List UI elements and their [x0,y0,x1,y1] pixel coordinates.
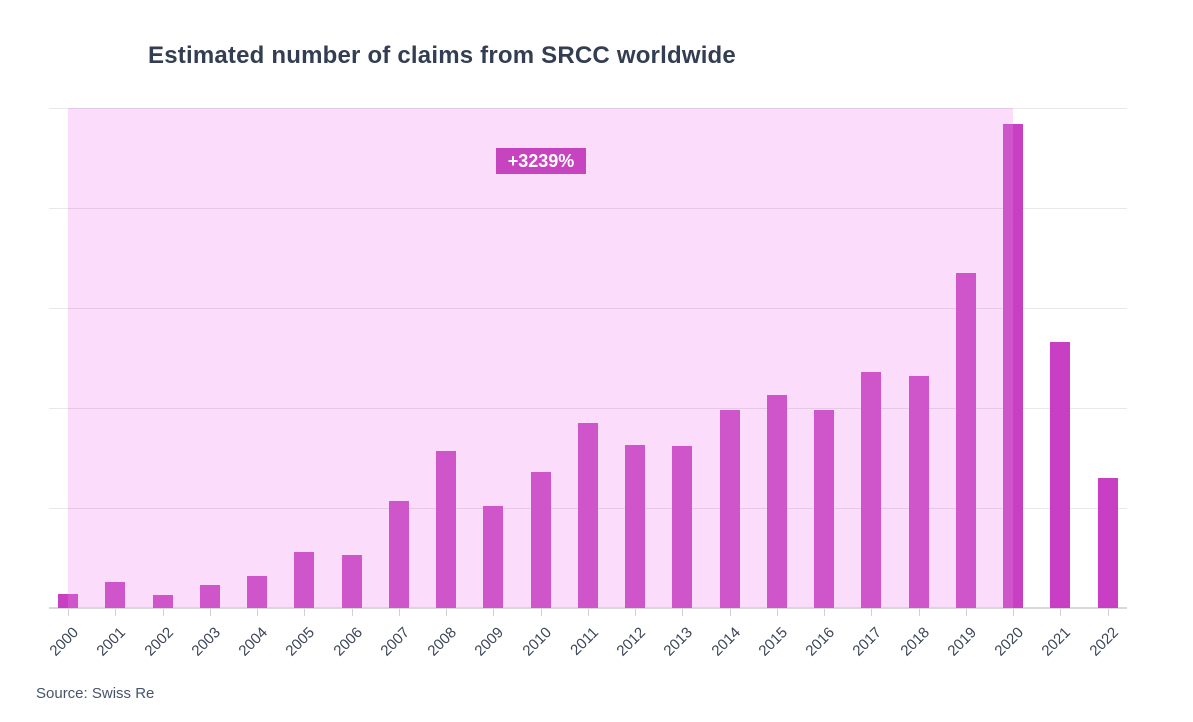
bar-2007 [388,501,409,608]
x-tick-2021 [1060,609,1062,616]
x-tick-2003 [209,609,211,616]
x-tick-2019 [965,609,967,616]
x-tick-2001 [115,609,117,616]
x-label-2006: 2006 [329,624,366,660]
bar-2022 [1097,478,1118,608]
bar-2020 [1003,124,1023,608]
x-label-2004: 2004 [235,624,272,660]
x-label-2005: 2005 [282,624,319,660]
x-label-2000: 2000 [46,624,83,660]
x-label-2015: 2015 [755,624,791,660]
x-tick-2006 [351,609,353,616]
x-label-2011: 2011 [566,624,602,659]
x-tick-2000 [68,609,69,616]
bar-2017 [861,372,882,608]
x-label-2017: 2017 [849,624,886,660]
x-label-2016: 2016 [802,624,839,660]
x-label-2020: 2020 [991,624,1028,660]
bar-2004 [247,576,267,608]
x-tick-2014 [729,609,731,616]
x-tick-2004 [257,609,258,616]
x-tick-2007 [398,609,400,616]
x-label-2003: 2003 [188,624,224,660]
x-tick-2016 [824,609,825,616]
plot-area [49,108,1127,609]
x-tick-2002 [162,609,164,616]
bar-2005 [294,552,315,608]
x-label-2002: 2002 [140,624,177,660]
x-label-2008: 2008 [424,624,461,660]
x-tick-2018 [918,609,920,616]
x-tick-2013 [682,609,684,616]
source-note: Source: Swiss Re [36,685,155,702]
x-label-2001: 2001 [93,624,130,660]
bar-2006 [341,554,362,608]
bar-2010 [530,472,551,608]
bar-2002 [152,595,173,608]
gridline [49,208,1127,209]
bar-2000 [58,593,78,608]
x-tick-2010 [540,609,542,616]
x-tick-2017 [871,609,873,616]
x-tick-2015 [776,609,778,616]
bar-2016 [814,410,834,608]
bar-2018 [908,376,929,608]
bar-2009 [483,506,504,608]
bar-2013 [672,446,693,608]
bar-2008 [436,451,456,608]
bar-2012 [625,445,645,608]
x-tick-2011 [587,609,589,616]
bar-2021 [1050,342,1071,608]
x-tick-2008 [446,609,447,616]
chart-title: Estimated number of claims from SRCC wor… [148,42,736,69]
x-axis-line [49,607,1127,609]
x-label-2018: 2018 [896,624,933,660]
x-label-2019: 2019 [944,624,980,660]
x-label-2010: 2010 [518,624,555,660]
x-label-2022: 2022 [1085,624,1122,660]
x-tick-2020 [1013,609,1014,616]
bar-2015 [766,395,787,608]
x-tick-2009 [493,609,495,616]
bar-2014 [719,410,740,608]
gridline [49,408,1127,409]
x-label-2014: 2014 [707,624,744,660]
bar-2019 [955,273,976,608]
bar-2003 [199,585,220,608]
gridline [49,108,1127,109]
x-tick-2012 [635,609,636,616]
x-tick-2022 [1107,609,1109,616]
x-label-2009: 2009 [471,624,508,660]
x-label-2021: 2021 [1038,624,1075,660]
gridline [49,308,1127,309]
x-label-2012: 2012 [613,624,650,660]
bar-2011 [577,423,598,608]
bar-2001 [105,582,126,608]
x-tick-2005 [304,609,306,616]
growth-annotation-badge: +3239% [496,148,586,174]
x-label-2013: 2013 [660,624,697,660]
x-label-2007: 2007 [377,624,413,660]
